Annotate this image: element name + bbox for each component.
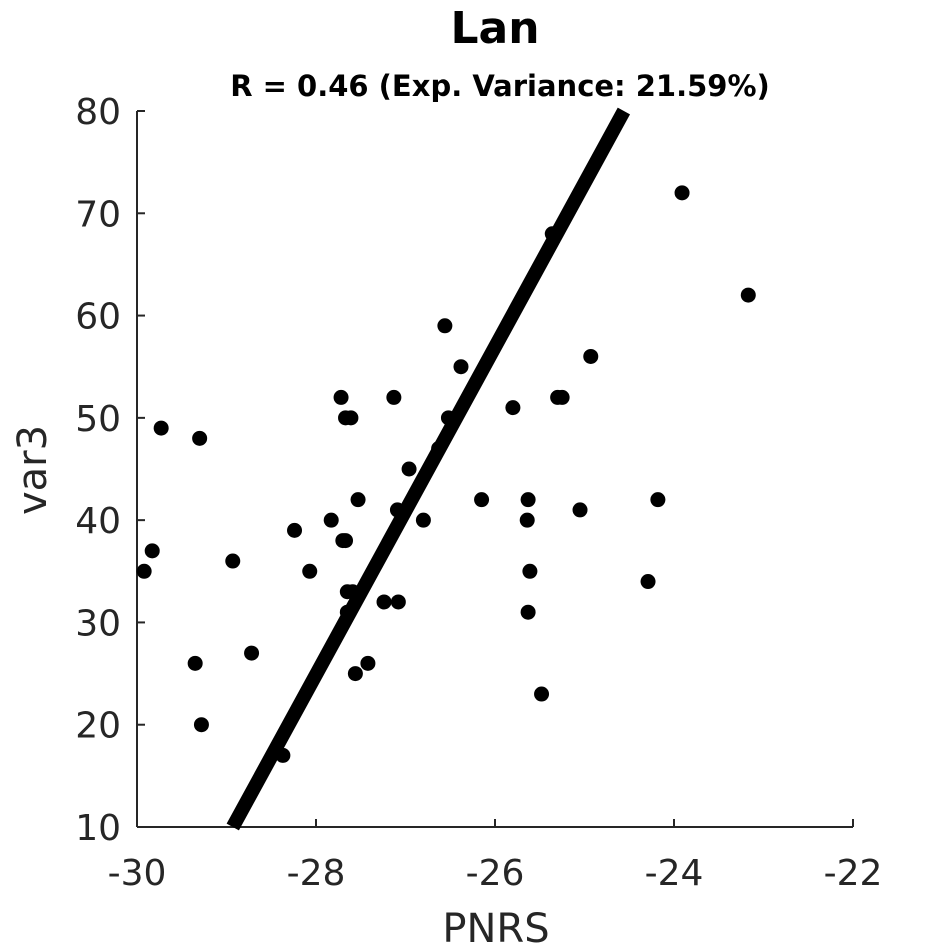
data-point <box>193 717 209 733</box>
data-point <box>386 389 402 405</box>
data-point <box>302 563 318 579</box>
data-point <box>287 522 303 538</box>
data-point <box>401 461 417 477</box>
data-point <box>453 359 469 375</box>
data-point <box>431 441 447 457</box>
data-point <box>389 502 405 518</box>
data-point <box>640 574 656 590</box>
fit-line-group <box>226 107 631 831</box>
data-point <box>275 747 291 763</box>
data-point <box>534 686 550 702</box>
data-points <box>136 185 756 763</box>
data-point <box>390 594 406 610</box>
x-axis-label: PNRS <box>442 906 549 945</box>
data-point <box>192 430 208 446</box>
data-point <box>360 655 376 671</box>
data-point <box>376 594 392 610</box>
data-point <box>674 185 690 201</box>
y-tick-label: 80 <box>75 92 121 133</box>
data-point <box>520 604 536 620</box>
data-point <box>740 287 756 303</box>
data-point <box>415 512 431 528</box>
x-tick-label: -26 <box>466 853 525 894</box>
data-point <box>244 645 260 661</box>
data-point <box>544 226 560 242</box>
x-tick-labels: -30 -28 -26 -24 -22 <box>108 853 883 894</box>
data-point <box>136 563 152 579</box>
y-tick-labels: 10 20 30 40 50 60 70 80 <box>75 92 121 849</box>
data-point <box>345 584 361 600</box>
data-point <box>440 410 456 426</box>
data-point <box>339 604 355 620</box>
data-point <box>474 492 490 508</box>
data-point <box>347 666 363 682</box>
data-point <box>323 512 339 528</box>
data-point <box>350 492 366 508</box>
data-point <box>522 563 538 579</box>
data-point <box>505 400 521 416</box>
y-tick-label: 60 <box>75 297 121 338</box>
data-point <box>343 410 359 426</box>
y-tick-label: 20 <box>75 706 121 747</box>
data-point <box>520 492 536 508</box>
data-point <box>572 502 588 518</box>
chart-title: Lan <box>450 3 539 54</box>
data-point <box>225 553 241 569</box>
data-point <box>554 389 570 405</box>
data-point <box>519 512 535 528</box>
x-tick-label: -24 <box>645 853 704 894</box>
x-tick-label: -28 <box>287 853 346 894</box>
data-point <box>333 389 349 405</box>
y-tick-label: 70 <box>75 194 121 235</box>
axes <box>136 110 854 828</box>
x-tick-label: -22 <box>824 853 883 894</box>
chart-subtitle: R = 0.46 (Exp. Variance: 21.59%) <box>230 69 770 103</box>
data-point <box>437 318 453 334</box>
y-tick-label: 40 <box>75 501 121 542</box>
fit-line <box>226 107 631 831</box>
y-axis-label: var3 <box>10 425 56 515</box>
data-point <box>187 655 203 671</box>
data-point <box>650 492 666 508</box>
x-tick-label: -30 <box>108 853 167 894</box>
y-tick-label: 30 <box>75 603 121 644</box>
data-point <box>338 533 354 549</box>
y-tick-label: 50 <box>75 399 121 440</box>
data-point <box>144 543 160 559</box>
y-tick-label: 10 <box>75 808 121 849</box>
data-point <box>583 348 599 364</box>
data-point <box>153 420 169 436</box>
